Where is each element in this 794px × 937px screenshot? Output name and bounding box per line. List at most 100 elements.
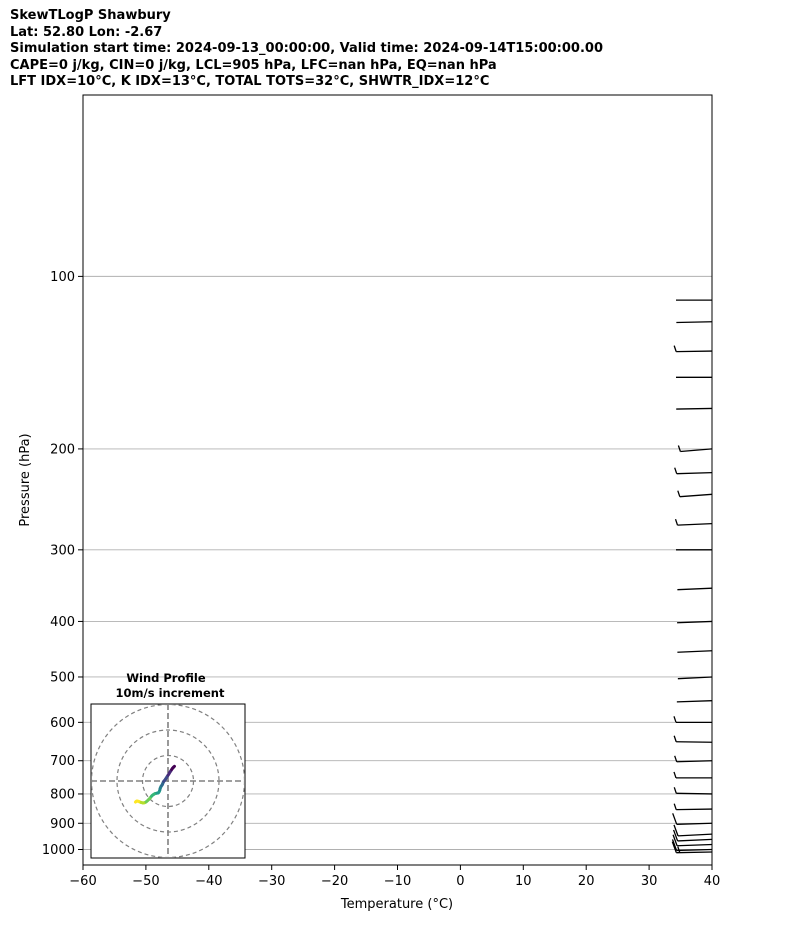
y-tick-label: 300 [50,543,75,558]
wind-barb-shaft [676,700,713,703]
hodograph-trace-segment [172,764,176,769]
wind-barb [672,813,713,825]
wind-barb [673,735,713,743]
wind-barb [677,650,713,653]
x-tick-label: −60 [69,874,96,889]
wind-barb [677,587,713,591]
wind-barb [671,841,713,854]
wind-barb-shaft [676,822,713,825]
wind-barb [671,839,713,852]
y-tick-label: 400 [50,615,75,630]
wind-barb-half-flag [673,716,677,723]
wind-barb-shaft [677,587,713,591]
wind-barb-half-flag [674,467,678,474]
y-tick-label: 600 [50,716,75,731]
wind-barb-shaft [680,448,713,453]
wind-barb-shaft [677,676,713,680]
y-tick-label: 900 [50,817,75,832]
wind-barb [677,490,713,498]
wind-barb-half-flag [677,445,682,452]
hodograph-inset: Wind Profile 10m/s increment [90,671,246,859]
wind-barb-half-flag [673,345,677,352]
wind-barb [673,716,712,724]
y-tick-label: 800 [50,787,75,802]
x-tick-label: 10 [515,874,532,889]
wind-barb-shaft [676,407,713,410]
wind-barb-shaft [677,833,713,837]
wind-barb-shaft [676,471,713,475]
location-line: Lat: 52.80 Lon: -2.67 [10,24,163,40]
hodograph-title: Wind Profile [126,671,206,685]
wind-barb [674,467,713,475]
x-tick-label: −40 [195,874,222,889]
wind-barb [677,445,713,453]
wind-barb-half-flag [673,735,677,742]
wind-barb-flag [672,813,678,825]
wind-barb [674,518,713,526]
wind-barb-shaft [677,522,713,526]
chart-title-block: SkewTLogP Shawbury Lat: 52.80 Lon: -2.67… [10,8,603,91]
x-tick-label: 40 [704,874,721,889]
wind-barb [676,321,713,324]
wind-barb-half-flag [677,846,681,853]
y-tick-label: 1000 [42,843,75,858]
chart-title: SkewTLogP Shawbury [10,8,171,23]
wind-barb [673,771,712,779]
y-axis-label: Pressure (hPa) [18,433,33,526]
wind-barb-shaft [677,838,713,842]
axes: −60 −50 −40 −30 −20 −10 0 10 20 30 40 1000 900 800 700… [42,270,720,889]
wind-barb [673,345,713,353]
x-tick-label: −50 [132,874,159,889]
x-axis-label: Temperature (°C) [340,897,453,912]
hodograph-plot [91,704,245,858]
wind-barb [672,834,713,847]
wind-barb [676,700,713,703]
wind-barb-shaft [677,650,713,653]
x-tick-label: 30 [641,874,658,889]
wind-barb [673,787,713,795]
y-tick-label: 700 [50,754,75,769]
time-line: Simulation start time: 2024-09-13_00:00:… [10,41,603,56]
wind-barb-shaft [676,808,713,811]
wind-barb [673,824,713,837]
wind-barb-half-flag [674,518,679,526]
wind-barb [676,407,713,410]
wind-barb-shaft [676,760,713,763]
wind-barb-shaft [676,741,713,743]
wind-barb-flag [672,829,679,842]
wind-barbs [671,299,713,854]
wind-barb-flag [671,841,677,853]
wind-barb-flag [672,834,678,847]
y-tick-label: 200 [50,442,75,457]
wind-barb-shaft [677,620,713,624]
wind-barb-shaft [676,848,713,852]
indices-line: LFT IDX=10°C, K IDX=13°C, TOTAL TOTS=32°… [10,74,490,89]
wind-barb-shaft [676,321,713,324]
wind-barb-half-flag [677,490,681,497]
cape-line: CAPE=0 j/kg, CIN=0 j/kg, LCL=905 hPa, LF… [10,57,497,73]
wind-barb-shaft [679,493,713,498]
wind-barb [677,676,713,680]
wind-barb-shaft [676,792,713,795]
x-tick-label: −30 [258,874,285,889]
wind-barb-half-flag [673,787,677,794]
wind-barb [677,620,713,624]
wind-barb-shaft [676,350,713,353]
x-tick-label: −20 [321,874,348,889]
hodograph-subtitle: 10m/s increment [116,686,225,700]
wind-barb [674,755,713,763]
x-tick-label: 20 [578,874,595,889]
wind-barb-shaft [677,843,713,847]
wind-barb-shaft [676,851,713,854]
y-tick-label: 500 [50,670,75,685]
wind-barb-half-flag [673,771,677,779]
wind-barb [672,829,713,842]
x-tick-label: −10 [384,874,411,889]
x-tick-label: 0 [456,874,464,889]
wind-barb [673,803,713,811]
wind-barb-half-flag [674,755,678,762]
y-tick-label: 100 [50,270,75,285]
wind-barb-flag [673,824,679,837]
wind-barb-flag [671,839,678,851]
